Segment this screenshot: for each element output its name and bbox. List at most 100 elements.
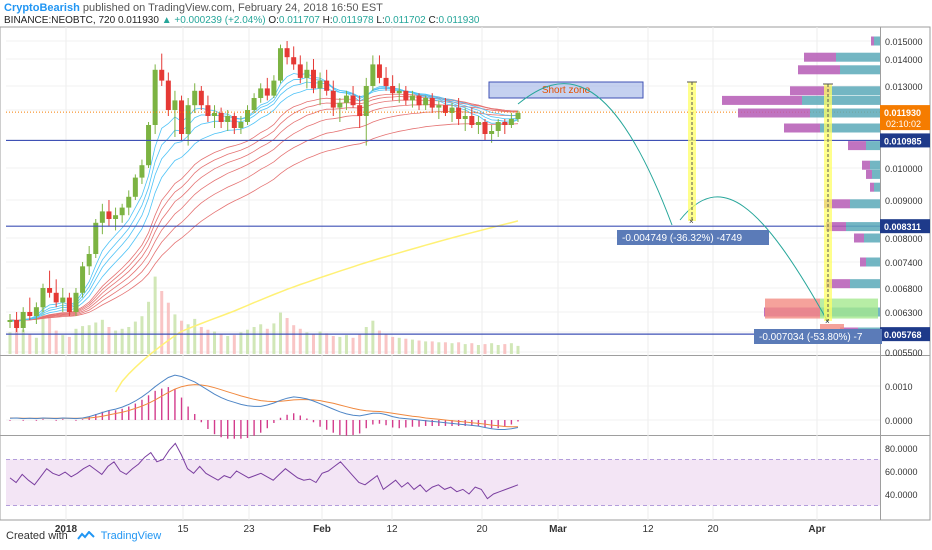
up-triangle-icon: ▲ [161, 15, 172, 26]
candle-body [251, 98, 257, 110]
x-tick-label: 12 [642, 524, 654, 535]
x-tick-label: Apr [808, 524, 825, 535]
volume-bar [259, 324, 263, 354]
volume-bar [470, 343, 474, 354]
volume-bar [153, 276, 157, 354]
candle-body [225, 116, 231, 122]
countdown-label: 02:10:02 [886, 119, 921, 129]
price-axis: 0.0150000.0140000.0130000.0120000.011000… [885, 37, 923, 358]
volume-profile-up-bar [866, 141, 880, 151]
measure-label: -0.007034 (-53.80%) -7 [759, 332, 863, 343]
candle-body [80, 266, 86, 293]
candle-body [409, 95, 415, 101]
level-price-box [880, 327, 930, 342]
ohlc-line: BINANCE:NEOBTC, 720 0.011930 ▲ +0.000239… [4, 15, 479, 26]
volume-profile-down-bar [722, 95, 802, 105]
volume-bar [54, 330, 58, 354]
candle-body [291, 57, 297, 65]
candle-body [304, 69, 310, 78]
volume-bar [325, 333, 329, 354]
volume-bar [21, 329, 25, 354]
macd-y-tick-label: 0.0010 [885, 382, 913, 392]
candle-body [205, 105, 211, 116]
volume-bar [127, 327, 131, 354]
volume-bar [206, 329, 210, 354]
measure-end-mark: × [689, 217, 694, 226]
y-tick-label: 0.014000 [885, 55, 923, 65]
y-tick-label: 0.006300 [885, 308, 923, 318]
candle-body [185, 105, 191, 134]
volume-bar [41, 298, 45, 354]
volume-bar [404, 338, 408, 354]
candle-body [27, 312, 33, 316]
volume-profile-up-bar [840, 65, 880, 75]
volume-profile-down-bar [870, 182, 874, 192]
volume-bar [213, 331, 217, 354]
close-value: 0.011930 [438, 15, 480, 26]
volume-profile-down-bar [798, 65, 840, 75]
volume-profile-up-bar [802, 95, 880, 105]
candle-body [489, 131, 495, 134]
level-price-label: 0.008311 [884, 222, 921, 232]
candle-body [66, 297, 72, 312]
ema-ribbon [9, 72, 519, 323]
volume-bar [285, 318, 289, 354]
candle-body [7, 320, 13, 322]
volume-profile-up-bar [864, 233, 880, 243]
volume-bar [496, 345, 500, 354]
volume-bar [278, 312, 282, 354]
volume-profile-up-bar [846, 222, 880, 232]
candle-body [264, 88, 270, 96]
candle-body [93, 222, 99, 254]
candle-body [297, 64, 303, 78]
volume-bar [133, 321, 137, 354]
volume-bar [305, 332, 309, 354]
volume-bar [28, 334, 32, 354]
volume-bar [377, 330, 381, 354]
volume-bar [272, 323, 276, 354]
author-link[interactable]: CryptoBearish [4, 2, 80, 14]
candle-body [330, 90, 336, 108]
candle-body [416, 95, 422, 106]
volume-bar [463, 344, 467, 354]
volume-bar [476, 345, 480, 354]
created-with-text: Created with [6, 530, 68, 542]
volume-profile-up-bar [872, 169, 880, 179]
volume-profile-down-bar [804, 52, 836, 62]
candle-body [165, 80, 171, 110]
y-tick-label: 0.007400 [885, 258, 923, 268]
published-text: published on TradingView.com, February 2… [82, 2, 383, 14]
volume-profile-down-bar [824, 199, 850, 209]
measure-label-box [754, 329, 882, 344]
candle-body [245, 110, 251, 122]
rsi-y-tick-label: 40.0000 [885, 490, 918, 500]
candle-body [456, 107, 462, 119]
volume-bar [384, 334, 388, 354]
volume-bar [331, 336, 335, 354]
volume-profile-up-bar [810, 108, 880, 118]
low-label: L: [376, 15, 385, 26]
candle-body [231, 116, 237, 128]
candle-body [258, 88, 264, 98]
volume-bar [397, 337, 401, 354]
volume-bar [265, 328, 269, 354]
value-area-green-box [820, 298, 878, 319]
candles [7, 41, 521, 332]
candle-body [113, 215, 119, 219]
tradingview-brand-link[interactable]: TradingView [100, 530, 162, 542]
volume-bar [371, 320, 375, 354]
candle-body [396, 90, 402, 94]
volume-profile-up-bar [850, 279, 880, 289]
level-price-box [880, 219, 930, 234]
candle-body [442, 105, 448, 113]
y-tick-label: 0.013000 [885, 82, 923, 92]
volume-bar [443, 342, 447, 354]
volume-bar [424, 341, 428, 354]
y-tick-label: 0.010000 [885, 164, 923, 174]
volume-bar [417, 340, 421, 354]
volume-bar [100, 319, 104, 354]
volume-bar [34, 337, 38, 354]
candle-body [271, 80, 277, 96]
value-area-red-box [765, 298, 820, 319]
